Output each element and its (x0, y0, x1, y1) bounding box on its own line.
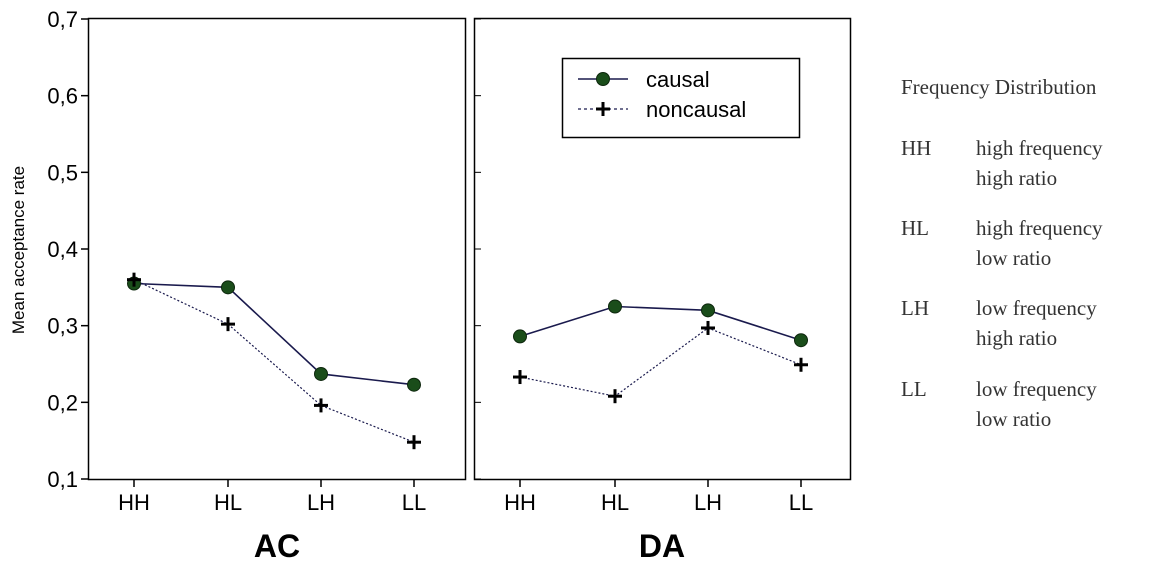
x-tick-label-da-ll: LL (789, 490, 813, 515)
y-tick-label-0-2: 0,2 (47, 390, 78, 415)
point-da-noncausal-hl (608, 389, 622, 404)
point-ac-noncausal-ll (407, 435, 421, 450)
series-layer (127, 272, 808, 450)
y-tick-label-0-7: 0,7 (47, 7, 78, 32)
point-da-noncausal-lh (701, 320, 715, 335)
side-legend-code-lh: LH (901, 296, 929, 320)
side-legend-lh-line2: high ratio (976, 326, 1057, 350)
x-tick-label-da-hl: HL (601, 490, 629, 515)
point-ac-noncausal-hl (221, 317, 235, 332)
side-legend-lh-line1: low frequency (976, 296, 1097, 320)
series-line-da-causal (519, 305, 802, 341)
point-ac-causal-hl (221, 280, 235, 295)
side-legend-hl-line1: high frequency (976, 216, 1103, 240)
legend-noncausal-label: noncausal (646, 97, 746, 122)
x-ticks: HH HL LH LL HH HL LH LL (118, 479, 813, 515)
side-legend-hh-line1: high frequency (976, 136, 1103, 160)
legend-box (561, 57, 801, 139)
side-legend-code-hl: HL (901, 216, 929, 240)
point-da-causal-hh (513, 329, 527, 344)
legend-noncausal-marker (596, 102, 610, 116)
side-legend-code-hh: HH (901, 136, 931, 160)
series-line-ac-noncausal (133, 279, 415, 443)
y-tick-label-0-3: 0,3 (47, 314, 78, 339)
side-legend: Frequency Distribution HH high frequency… (901, 75, 1103, 431)
panel-da-frame (473, 17, 852, 481)
side-legend-ll-line2: low ratio (976, 407, 1051, 431)
x-tick-label-ac-hh: HH (118, 490, 150, 515)
x-tick-label-ac-lh: LH (307, 490, 335, 515)
x-tick-label-ac-hl: HL (214, 490, 242, 515)
panel-title-ac: AC (254, 528, 300, 562)
y-tick-label-0-4: 0,4 (47, 237, 78, 262)
side-legend-code-ll: LL (901, 377, 927, 401)
side-legend-ll-line1: low frequency (976, 377, 1097, 401)
side-legend-hl-line2: low ratio (976, 246, 1051, 270)
point-da-causal-lh (701, 303, 715, 318)
series-line-da-noncausal (519, 327, 802, 397)
series-line-ac-causal (133, 282, 415, 386)
panel-title-da: DA (639, 528, 685, 562)
point-ac-causal-ll (407, 377, 421, 392)
side-legend-title: Frequency Distribution (901, 75, 1097, 99)
x-tick-label-ac-ll: LL (402, 490, 426, 515)
y-tick-label-0-5: 0,5 (47, 160, 78, 185)
panel-ac-frame (87, 17, 467, 481)
side-legend-hh-line2: high ratio (976, 166, 1057, 190)
legend: causal noncausal (561, 57, 801, 139)
point-ac-noncausal-hh (127, 272, 141, 287)
y-axis-label: Mean acceptance rate (9, 166, 28, 334)
point-da-noncausal-hh (513, 370, 527, 385)
point-da-causal-hl (608, 299, 622, 314)
point-ac-noncausal-lh (314, 398, 328, 413)
legend-causal-marker (596, 72, 610, 86)
legend-causal-label: causal (646, 67, 710, 92)
y-ticks: 0,1 0,2 0,3 0,4 0,5 0,6 0,7 (47, 7, 481, 492)
y-tick-label-0-6: 0,6 (47, 84, 78, 109)
x-tick-label-da-hh: HH (504, 490, 536, 515)
point-da-causal-ll (794, 333, 808, 348)
point-ac-causal-lh (314, 366, 328, 381)
x-tick-label-da-lh: LH (694, 490, 722, 515)
point-da-noncausal-ll (794, 357, 808, 372)
y-tick-label-0-1: 0,1 (47, 467, 78, 492)
